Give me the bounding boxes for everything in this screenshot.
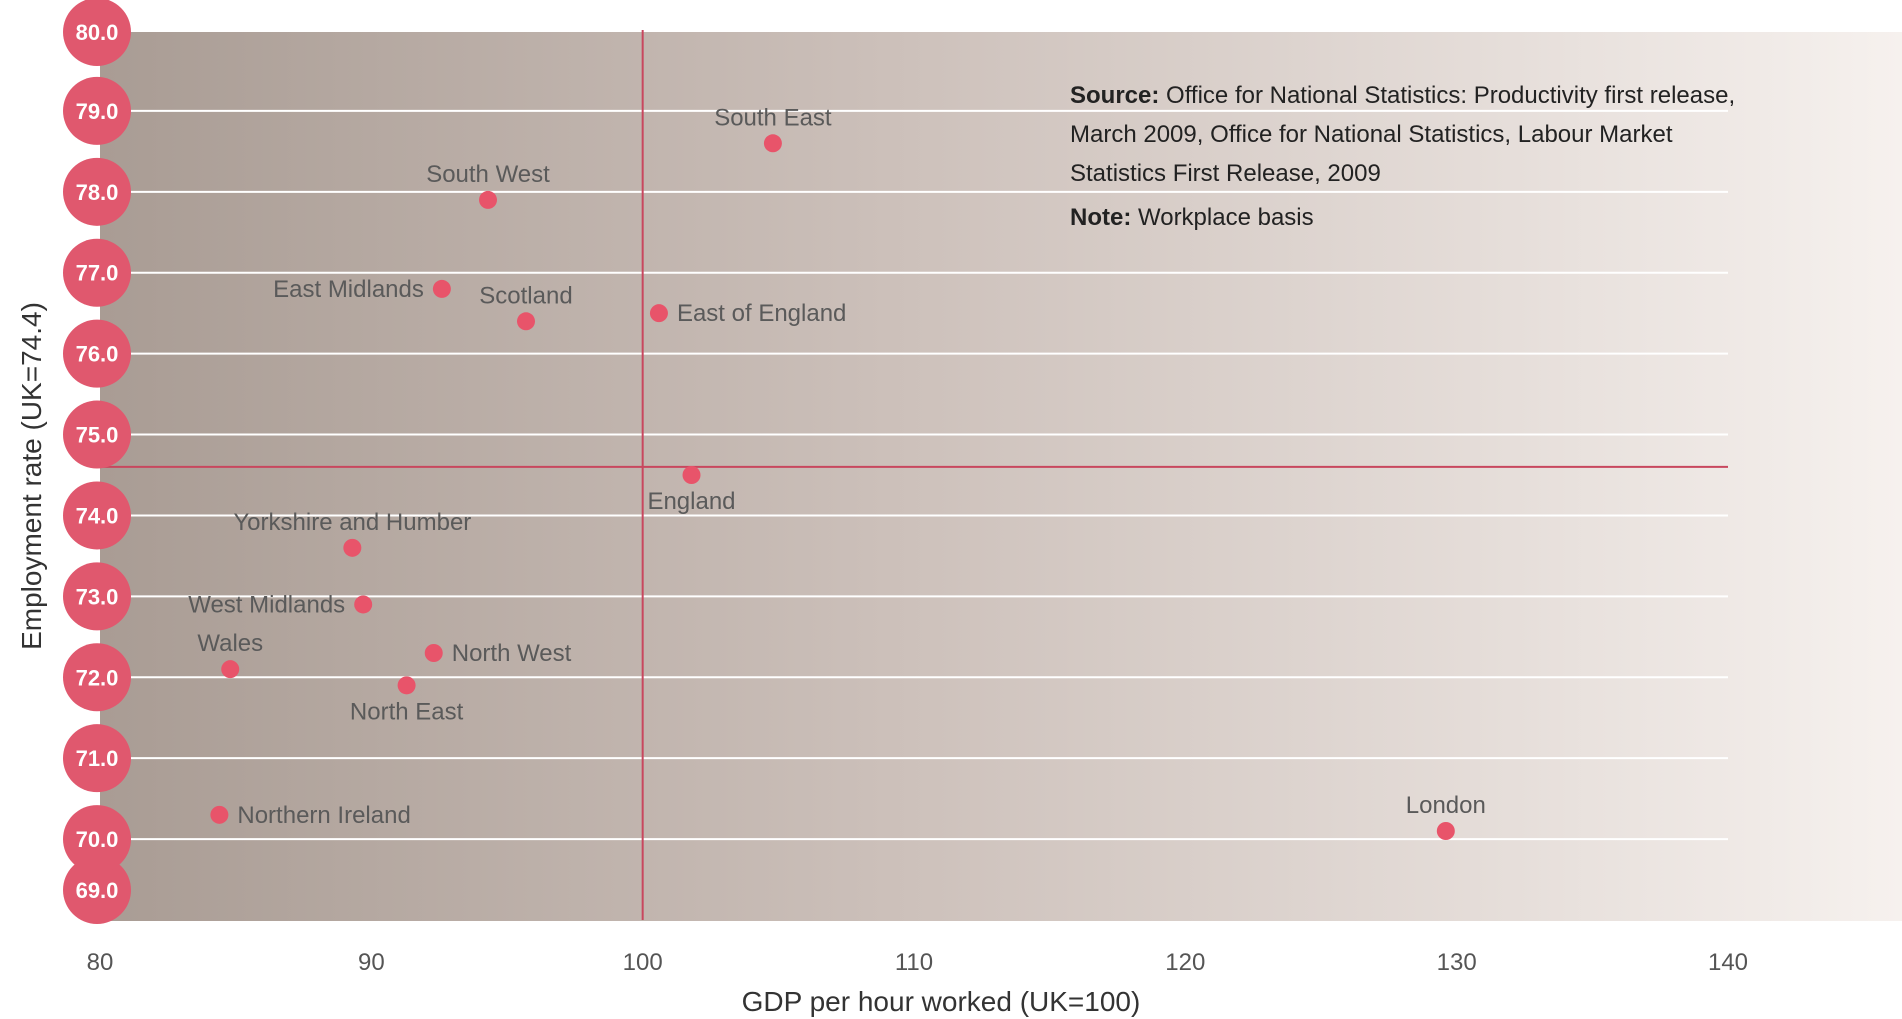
y-tick-badge [63,400,131,469]
x-axis-label: GDP per hour worked (UK=100) [742,986,1141,1017]
x-tick-label: 100 [623,949,663,976]
y-tick-label: 77.0 [76,261,119,286]
y-axis-label: Employment rate (UK=74.4) [16,302,47,650]
y-tick-label: 69.0 [76,878,119,903]
source-body: Office for National Statistics: Producti… [1070,82,1736,187]
x-tick-label: 80 [87,949,114,976]
data-point [424,644,443,662]
data-point [763,134,782,153]
x-tick-label: 90 [358,949,385,976]
data-point [221,660,240,679]
y-tick-badge [63,856,131,924]
data-point [432,279,451,298]
data-point-label: South West [426,161,550,188]
source-text: Source: Office for National Statistics: … [1070,76,1770,193]
data-point-label: North East [350,698,464,725]
y-tick-label: 71.0 [76,746,119,771]
data-point [516,312,535,331]
data-point [479,190,498,209]
y-tick-label: 75.0 [76,423,119,448]
x-axis-ticks: 80 90 100 110 120 130 140 [87,949,1748,976]
y-tick-badge [63,76,131,145]
data-point-label: East of England [677,300,846,327]
y-tick-label: 70.0 [76,827,119,852]
data-point [343,538,362,557]
data-point [397,676,416,695]
x-tick-label: 130 [1437,949,1477,976]
data-point-label: Yorkshire and Humber [233,509,471,536]
note-text: Note: Workplace basis [1070,198,1770,237]
y-tick-badge [63,319,131,388]
data-point-label: North West [452,640,572,667]
data-points: South East South West East Midlands Scotlan… [188,104,1486,840]
plot-background [100,32,1902,921]
y-tick-badge [63,724,131,793]
x-tick-label: 120 [1165,949,1205,976]
data-point-label: West Midlands [188,591,345,618]
data-point-label: London [1406,792,1486,819]
data-point [1436,822,1455,840]
data-point [649,304,668,323]
y-tick-badge [63,805,131,874]
y-tick-label: 76.0 [76,342,119,367]
data-point [354,595,373,614]
note-body: Workplace basis [1138,204,1314,231]
y-tick-badge [63,0,131,66]
data-point [682,466,701,484]
y-tick-label: 74.0 [76,503,119,528]
y-tick-badge [63,481,131,550]
data-point-label: Scotland [479,282,572,309]
y-tick-label: 72.0 [76,665,119,690]
data-point-label: England [647,488,735,515]
y-tick-label: 79.0 [76,99,119,124]
data-point-label: Wales [197,630,263,657]
y-tick-badge [63,238,131,307]
y-tick-badge [63,643,131,712]
y-tick-label: 78.0 [76,180,119,205]
y-axis-ticks: 69.0 70.0 71.0 72.0 73.0 74.0 75.0 76.0 77.0 78.0… [63,0,131,924]
x-tick-label: 110 [895,949,933,976]
y-tick-label: 80.0 [76,20,119,45]
y-tick-badge [63,562,131,631]
data-point [210,805,229,824]
source-label: Source: [1070,82,1160,109]
data-point-label: Northern Ireland [237,802,410,829]
note-label: Note: [1070,204,1132,231]
reference-lines [100,30,1728,920]
y-tick-label: 73.0 [76,584,119,609]
source-note: Source: Office for National Statistics: … [1070,76,1770,237]
data-point-label: South East [714,104,832,131]
data-point-label: East Midlands [273,276,424,303]
x-tick-label: 140 [1708,949,1748,976]
y-tick-badge [63,157,131,226]
grid-lines [100,109,1728,841]
